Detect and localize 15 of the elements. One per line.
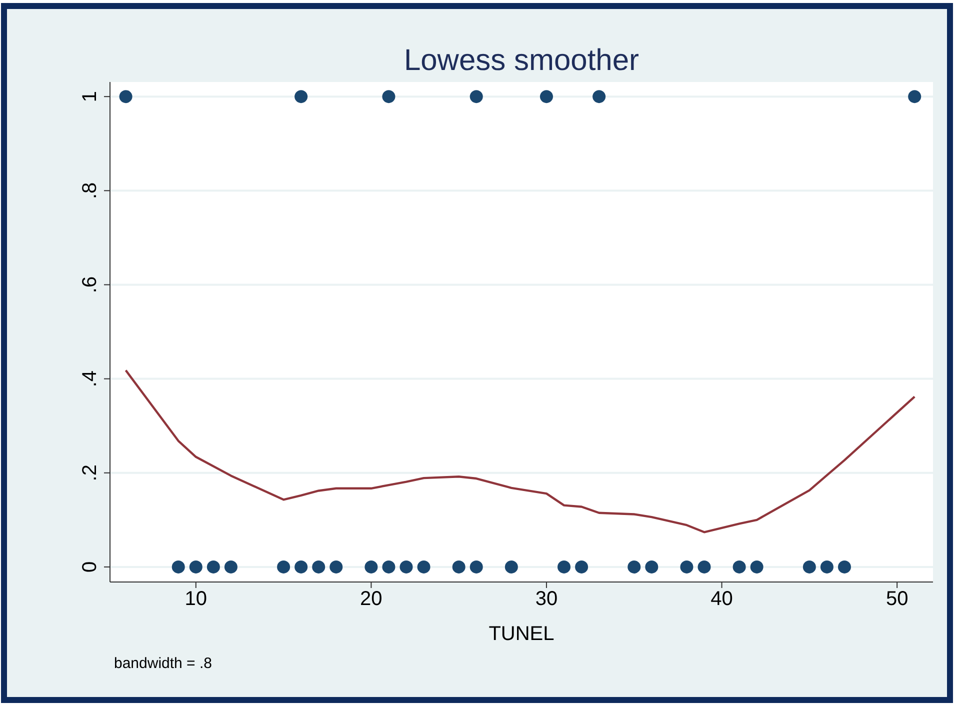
text: bandwidth = .8: [114, 655, 212, 672]
y-tick-label: .6: [79, 276, 101, 294]
x-axis-title: TUNEL: [488, 623, 554, 645]
x-tick-label: 40: [710, 588, 733, 610]
chart-title: Lowess smoother: [404, 44, 640, 77]
x-tick-label: 50: [886, 588, 908, 610]
x-tick-label: 20: [360, 588, 382, 610]
y-tick-label: .2: [79, 464, 101, 482]
line-series: [124, 369, 916, 534]
y-tick-label: .4: [79, 370, 101, 388]
y-tick-label: .8: [79, 182, 101, 199]
y-tick-label: 0: [79, 561, 101, 573]
x-tick-label: 10: [184, 588, 208, 610]
x-tick-label: 30: [535, 588, 558, 610]
y-tick-label: 1: [79, 91, 101, 102]
